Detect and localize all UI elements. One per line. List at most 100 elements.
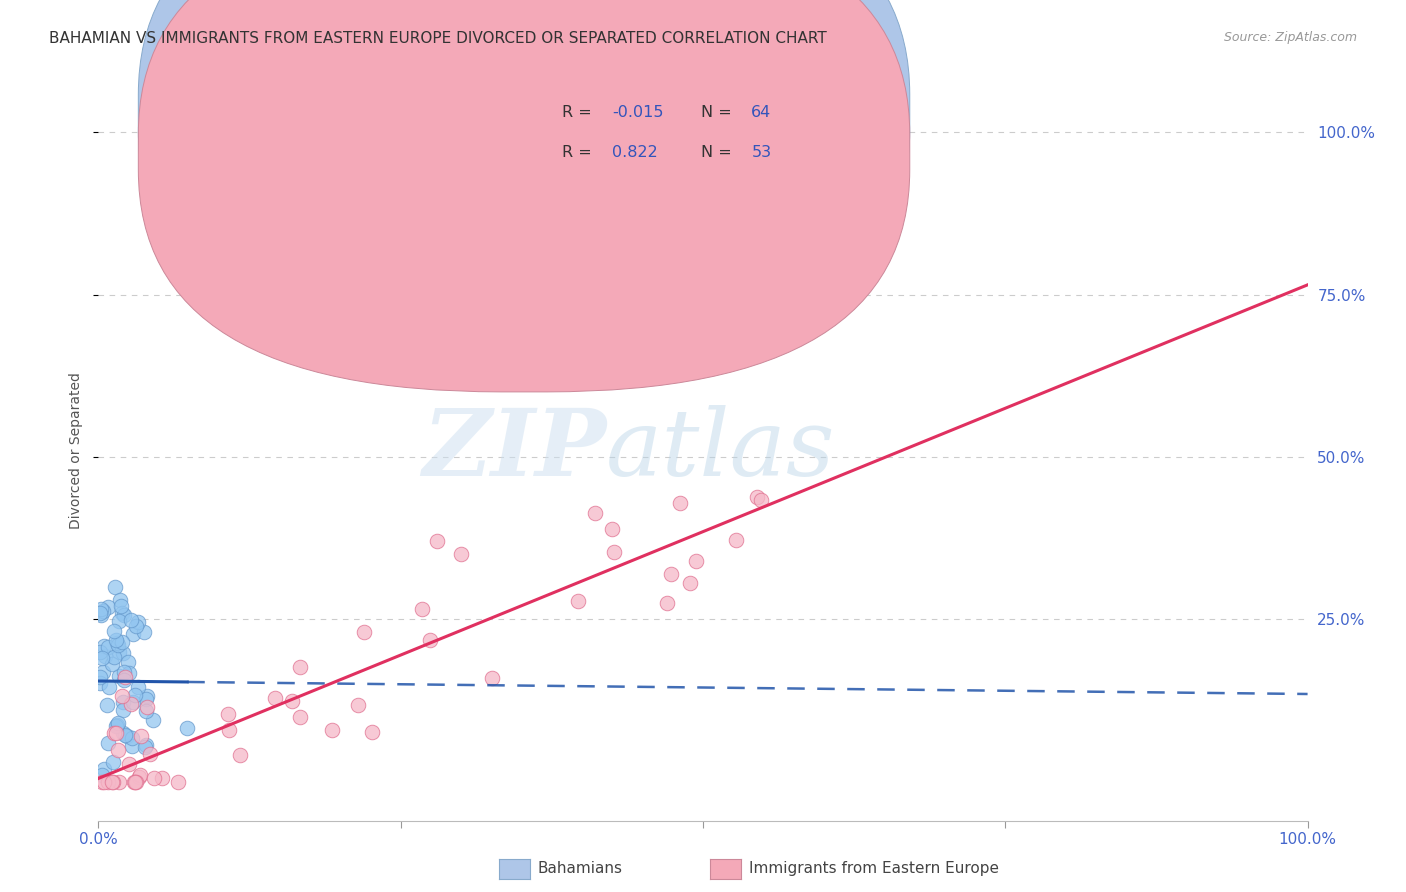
Text: N =: N = [700,105,737,120]
Point [143,772,166,786]
Point [134,739,156,754]
Point [124,688,146,702]
Point [108,614,131,628]
Point [107,639,129,653]
Point [117,656,139,670]
Point [288,710,311,724]
Point [112,665,135,680]
Point [103,650,125,665]
Point [121,731,143,746]
Point [101,774,124,789]
Point [132,625,155,640]
Text: N =: N = [700,145,737,160]
Text: -0.015: -0.015 [613,105,664,120]
Point [108,592,131,607]
FancyBboxPatch shape [467,84,855,177]
Point [121,739,143,753]
Point [135,692,157,706]
Text: BAHAMIAN VS IMMIGRANTS FROM EASTERN EUROPE DIVORCED OR SEPARATED CORRELATION CHA: BAHAMIAN VS IMMIGRANTS FROM EASTERN EURO… [49,31,827,46]
Point [97,680,120,694]
Point [91,774,114,789]
Point [105,717,128,731]
Point [659,567,682,582]
Point [264,690,287,705]
Text: Source: ZipAtlas.com: Source: ZipAtlas.com [1223,31,1357,45]
Point [603,545,626,559]
Point [122,696,145,710]
Text: 53: 53 [751,145,772,160]
Point [101,755,124,769]
Point [679,575,702,590]
Point [567,594,589,608]
Point [104,580,127,594]
Point [96,698,118,713]
Point [104,726,127,740]
Point [749,493,772,508]
Point [114,670,136,684]
Point [101,657,124,672]
Point [281,694,304,708]
Text: 64: 64 [751,105,772,120]
Point [321,723,343,737]
Point [91,768,114,782]
Point [361,725,384,739]
Point [108,669,131,683]
Point [93,774,115,789]
Point [138,747,160,761]
Point [128,770,150,784]
Point [288,659,311,673]
Point [93,604,115,618]
Point [142,713,165,727]
Point [111,703,134,717]
Point [90,601,112,615]
Point [108,774,131,789]
Text: R =: R = [561,105,596,120]
Point [115,729,138,743]
Point [129,729,152,743]
Text: ZIP: ZIP [422,406,606,495]
Y-axis label: Divorced or Separated: Divorced or Separated [69,372,83,529]
Point [135,738,157,752]
Point [831,119,853,133]
Point [103,624,125,639]
Point [110,606,132,620]
Point [167,774,190,789]
Point [135,700,157,714]
Point [105,719,128,733]
Text: R =: R = [561,145,596,160]
Point [120,697,142,711]
Point [89,645,111,659]
Point [125,619,148,633]
Point [97,736,120,750]
Point [135,690,157,704]
Text: 0.822: 0.822 [613,145,658,160]
Point [426,534,449,549]
Point [110,599,132,613]
Point [118,665,141,680]
Point [93,762,115,776]
Point [111,696,134,710]
Point [111,726,134,740]
Point [419,632,441,647]
Point [97,600,120,615]
Point [669,496,692,510]
Point [217,707,239,722]
Point [583,507,606,521]
Point [122,774,145,789]
Point [107,645,129,659]
Point [125,774,148,789]
Point [93,639,115,653]
Point [94,648,117,663]
Point [411,602,433,616]
Point [97,640,120,655]
FancyBboxPatch shape [138,0,910,392]
Point [89,676,111,690]
Point [111,635,134,649]
Point [127,681,149,695]
Point [176,721,198,735]
Point [127,615,149,629]
Point [91,665,114,680]
Point [128,768,150,782]
Point [103,726,125,740]
Point [89,607,111,621]
